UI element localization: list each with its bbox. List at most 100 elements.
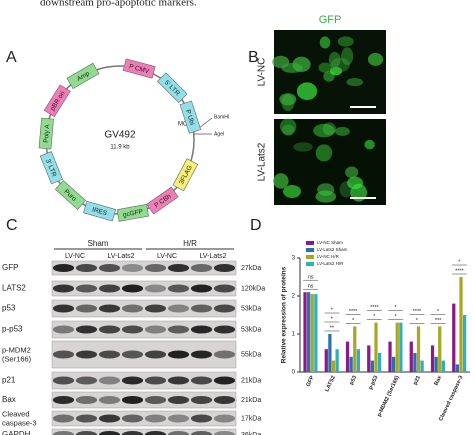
band bbox=[75, 396, 98, 404]
blot-strip bbox=[51, 260, 237, 276]
lane-label: LV-Lats2 bbox=[199, 253, 226, 260]
sig-label: **** bbox=[413, 309, 422, 315]
band bbox=[144, 350, 167, 359]
band bbox=[213, 325, 236, 334]
bar bbox=[455, 364, 460, 372]
band bbox=[98, 431, 121, 435]
band bbox=[167, 325, 190, 334]
cell bbox=[367, 52, 384, 66]
x-tick-label: Cleaved caspase-3 bbox=[438, 375, 464, 422]
bar bbox=[331, 360, 336, 372]
band bbox=[52, 396, 75, 404]
kda-label: 53kDa bbox=[241, 326, 261, 333]
band bbox=[75, 350, 98, 359]
blot-label-line: (Ser166) bbox=[2, 354, 32, 363]
band bbox=[98, 264, 121, 272]
sig-label: ns bbox=[308, 275, 314, 281]
cell bbox=[279, 93, 297, 106]
cell bbox=[273, 173, 289, 189]
kda-label: 21kDa bbox=[241, 397, 261, 404]
band bbox=[121, 304, 144, 313]
cell bbox=[341, 47, 354, 66]
kda-label: 17kDa bbox=[241, 415, 261, 422]
band bbox=[190, 414, 213, 423]
legend-swatch bbox=[306, 255, 314, 259]
sig-label: * bbox=[352, 318, 355, 324]
feature-label: gcGFP bbox=[122, 208, 143, 218]
cell bbox=[313, 123, 335, 138]
band bbox=[144, 284, 167, 293]
bar bbox=[324, 349, 328, 372]
legend-swatch bbox=[306, 262, 314, 266]
bar bbox=[416, 326, 421, 372]
band bbox=[52, 284, 75, 293]
kda-label: 55kDa bbox=[241, 351, 261, 358]
x-tick-label: p-MDM2 (Ser166) bbox=[376, 375, 400, 418]
feature-box bbox=[39, 151, 63, 185]
feature-box bbox=[146, 186, 179, 215]
band bbox=[213, 284, 236, 293]
blot-label: GAPDH bbox=[2, 430, 31, 435]
cell bbox=[347, 176, 364, 190]
blot-label: p-MDM2 (Ser166) bbox=[2, 345, 32, 363]
band bbox=[52, 304, 75, 313]
band bbox=[167, 284, 190, 293]
blot-strip bbox=[51, 299, 237, 318]
cell bbox=[281, 94, 295, 112]
blot-strip bbox=[51, 320, 237, 339]
bar-chart: 0 1 2 3 Relative expression of proteins GFP ns… bbox=[281, 240, 470, 422]
band bbox=[167, 396, 190, 404]
band bbox=[75, 414, 98, 423]
band bbox=[144, 431, 167, 435]
feature-box bbox=[122, 58, 156, 79]
cell bbox=[329, 66, 343, 76]
western-blot: Sham H/R LV-NC LV-Lats2 LV-NC LV-Lats2 GFP 27kD… bbox=[2, 239, 265, 435]
x-tick-label: p-p53 bbox=[368, 375, 380, 391]
plasmid-size: 11.9 kb bbox=[110, 145, 130, 151]
cell bbox=[293, 142, 313, 152]
band bbox=[121, 264, 144, 272]
band bbox=[167, 376, 190, 385]
feature: pBR ori bbox=[43, 84, 71, 118]
sig-label: ** bbox=[330, 325, 335, 331]
blot-label: p21 bbox=[2, 376, 16, 385]
feature: Poly A bbox=[38, 117, 54, 150]
feature: P CMV bbox=[122, 58, 156, 79]
cell bbox=[315, 144, 333, 162]
blot-label: p-p53 bbox=[2, 325, 23, 334]
feature-box bbox=[54, 180, 87, 210]
band bbox=[144, 304, 167, 313]
bar bbox=[377, 353, 382, 372]
band bbox=[75, 431, 98, 435]
blot-strip bbox=[51, 371, 237, 390]
feature: Puro bbox=[54, 180, 87, 210]
band bbox=[213, 304, 236, 313]
x-tick-label: LATS2 bbox=[324, 375, 337, 393]
band bbox=[121, 376, 144, 385]
feature-box bbox=[66, 62, 100, 90]
bar bbox=[349, 356, 353, 372]
cell bbox=[364, 139, 375, 150]
band bbox=[190, 325, 213, 334]
x-tick-label: p53 bbox=[349, 375, 358, 386]
site-label: AgeI bbox=[214, 131, 224, 137]
band bbox=[75, 304, 98, 313]
feature: gcGFP bbox=[116, 204, 150, 222]
bar bbox=[310, 294, 314, 372]
bar bbox=[345, 341, 350, 372]
lane-label: LV-NC bbox=[157, 253, 177, 260]
band bbox=[213, 414, 236, 423]
bar bbox=[307, 292, 311, 372]
blot-strip bbox=[51, 428, 237, 435]
sig-label: * bbox=[416, 318, 419, 324]
bar bbox=[462, 315, 467, 372]
feature-label: P Ubi bbox=[184, 109, 196, 126]
band bbox=[121, 284, 144, 293]
band bbox=[190, 396, 213, 404]
feature: P CBh bbox=[146, 186, 179, 215]
cell bbox=[282, 124, 295, 136]
bar bbox=[434, 356, 438, 372]
band bbox=[213, 350, 236, 359]
band bbox=[52, 414, 75, 423]
